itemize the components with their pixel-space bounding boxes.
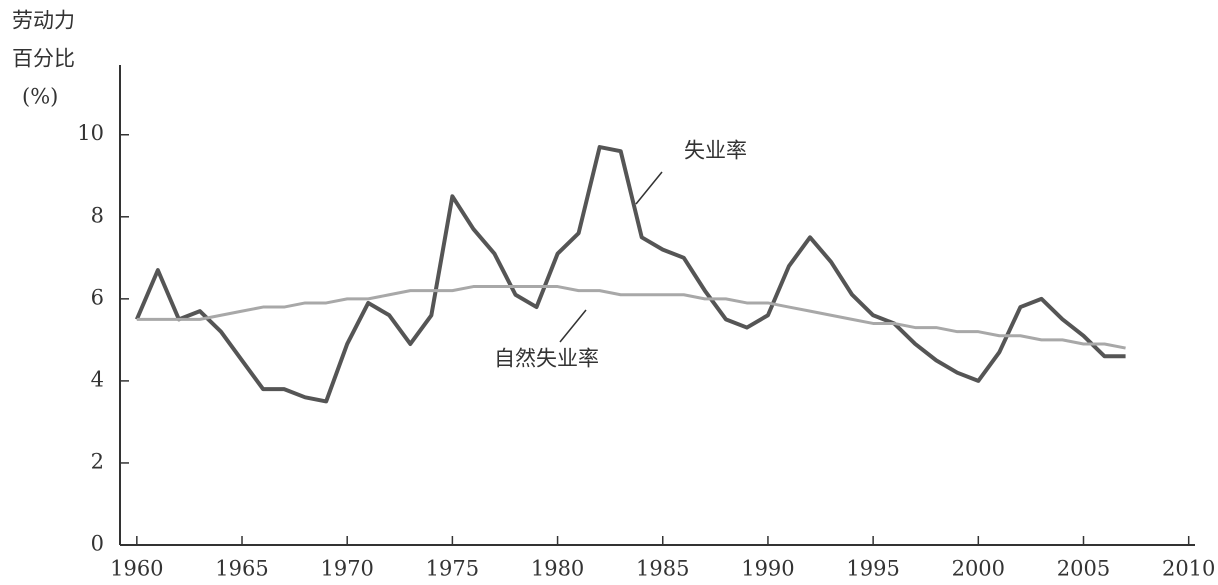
- x-tick-label: 1975: [426, 557, 479, 581]
- y-axis-label: 百分比: [12, 47, 75, 71]
- x-tick-label: 2000: [952, 557, 1005, 581]
- y-tick-label: 4: [91, 367, 104, 391]
- y-axis-label: (%): [22, 85, 58, 109]
- x-tick-label: 1970: [320, 557, 373, 581]
- series-annotation: 自然失业率: [494, 347, 599, 371]
- y-tick-label: 8: [91, 203, 104, 227]
- y-tick-label: 6: [91, 285, 104, 309]
- y-axis-label: 劳动力: [12, 9, 75, 33]
- y-tick-label: 2: [91, 449, 104, 473]
- annotation-pointer: [635, 171, 663, 205]
- x-tick-label: 1960: [110, 557, 163, 581]
- series-line: [136, 285, 1126, 350]
- x-tick-label: 2010: [1162, 557, 1215, 581]
- x-tick-label: 1980: [531, 557, 584, 581]
- series-annotation: 失业率: [684, 139, 747, 163]
- x-tick-label: 1965: [215, 557, 268, 581]
- series-line: [134, 145, 1126, 404]
- y-tick-label: 0: [91, 532, 104, 556]
- x-tick-label: 1990: [741, 557, 794, 581]
- y-tick-label: 10: [77, 121, 104, 145]
- x-tick-label: 2005: [1057, 557, 1110, 581]
- x-tick-label: 1985: [636, 557, 689, 581]
- annotation-pointer: [559, 309, 587, 343]
- x-tick-label: 1995: [846, 557, 899, 581]
